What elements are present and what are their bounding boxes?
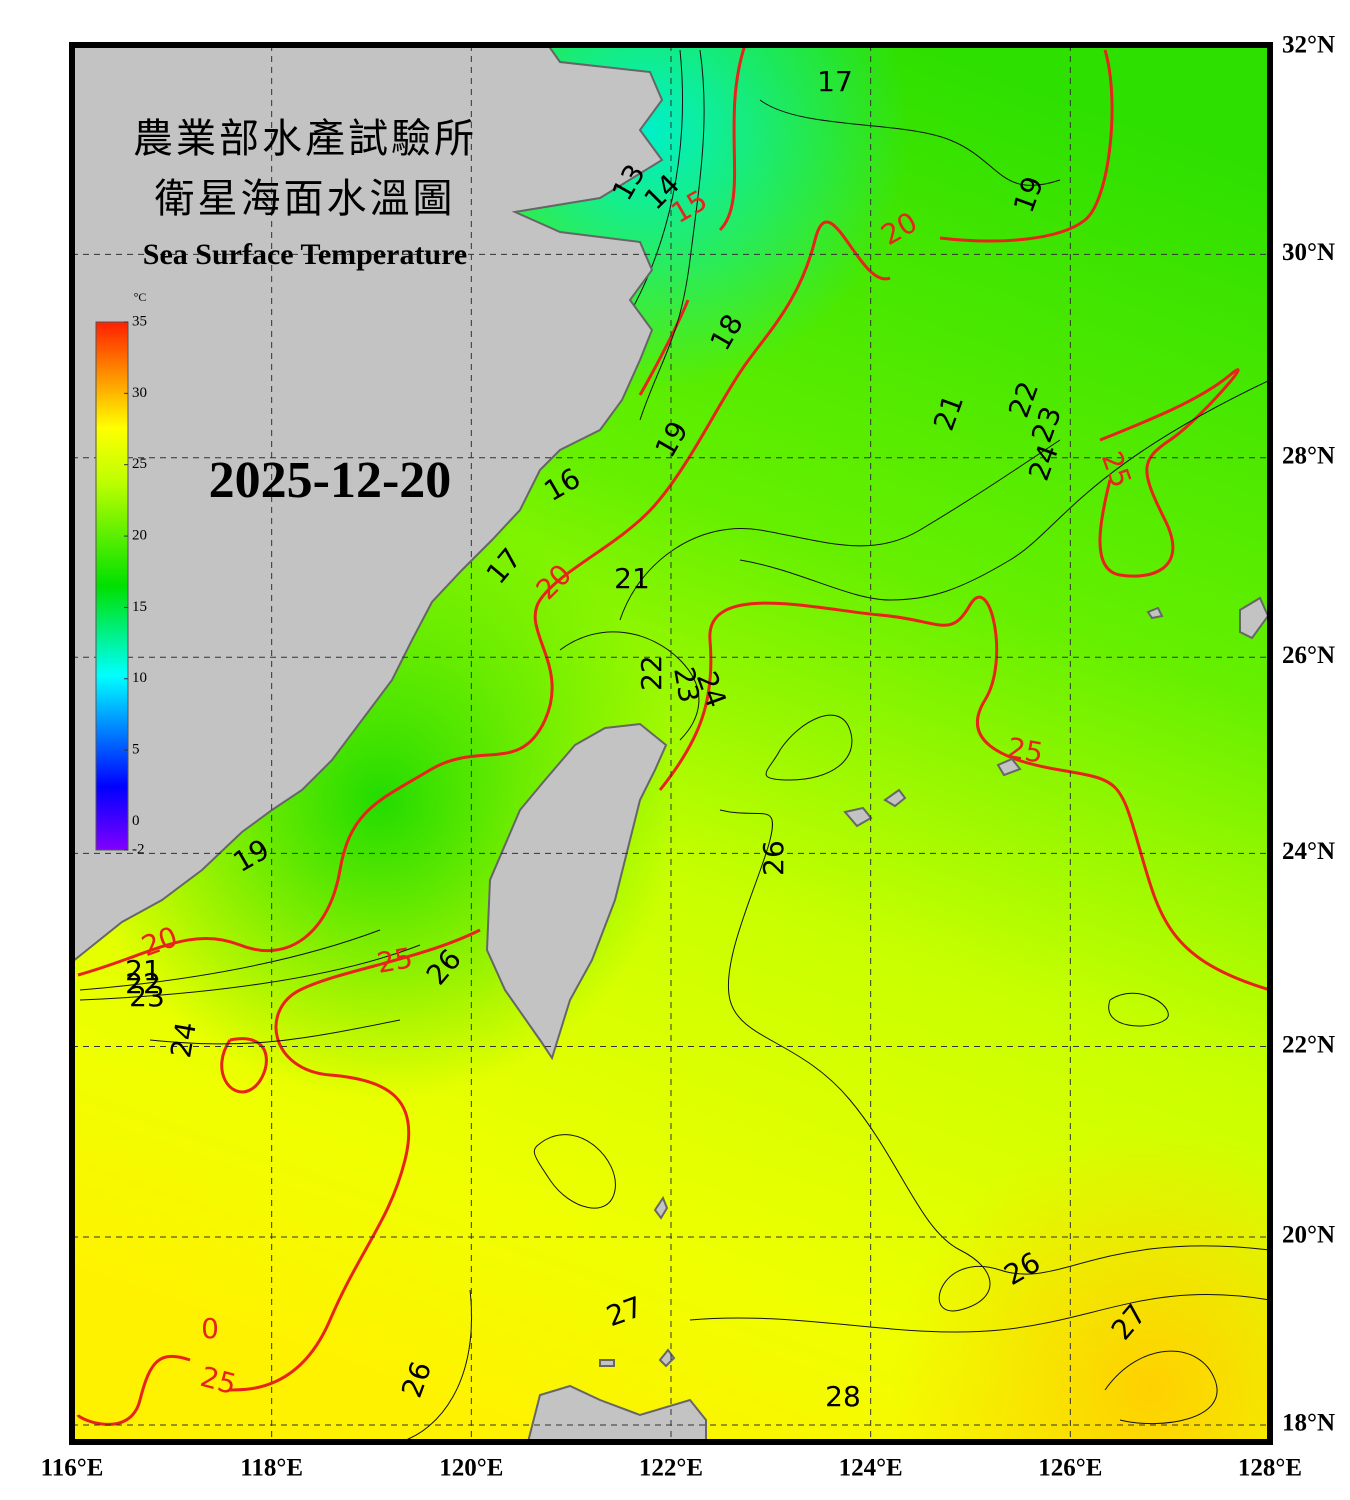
lat-label: 20°N: [1282, 1222, 1335, 1249]
colorbar-tick-label: 35: [132, 313, 147, 329]
lon-label: 116°E: [41, 1455, 104, 1482]
lat-label: 32°N: [1282, 32, 1335, 59]
lat-label: 24°N: [1282, 838, 1335, 865]
lat-label: 26°N: [1282, 642, 1335, 669]
title-zh: 農業部水產試驗所: [133, 116, 477, 161]
colorbar-tick-label: 20: [132, 527, 147, 543]
contour-label: 17: [817, 65, 853, 98]
contour-label: 28: [825, 1380, 861, 1413]
contour-label: 25: [1005, 731, 1046, 770]
colorbar-tick-label: 5: [132, 742, 140, 758]
contour-label: 23: [667, 664, 706, 705]
colorbar-tick-label: 0: [132, 813, 140, 829]
lat-label: 18°N: [1282, 1410, 1335, 1437]
colorbar-tick-label: 10: [132, 670, 147, 686]
lat-label: 22°N: [1282, 1031, 1335, 1058]
taiwan: [485, 722, 668, 1061]
colorbar-ticks: 35 30 25 20 15 10 5 0 -2: [124, 313, 147, 857]
contour-label: 21: [614, 562, 650, 595]
lon-label: 128°E: [1238, 1455, 1302, 1482]
graticule: [72, 45, 1270, 1442]
colorbar: [95, 321, 129, 851]
colorbar-tick-label: 15: [132, 599, 147, 615]
contour-label: 0: [201, 1312, 219, 1345]
contour-label: 22: [635, 655, 668, 691]
date: 2025-12-20: [209, 452, 452, 509]
lon-label: 118°E: [240, 1455, 303, 1482]
colorbar-tick-label: 25: [132, 456, 147, 472]
contour-label: 25: [374, 941, 415, 980]
china-coast: [72, 45, 664, 964]
contour-label: 24: [164, 1019, 203, 1060]
lon-label: 122°E: [639, 1455, 703, 1482]
lon-label: 124°E: [839, 1455, 903, 1482]
lat-label: 30°N: [1282, 239, 1335, 266]
contour-label: 23: [129, 980, 165, 1013]
title-en: Sea Surface Temperature: [143, 238, 467, 271]
lon-label: 120°E: [439, 1455, 503, 1482]
map-frame: [69, 42, 1273, 1445]
colorbar-tick-label: -2: [132, 841, 145, 857]
luzon: [526, 1384, 707, 1442]
axis-labels: 116°E 118°E 120°E 122°E 124°E 126°E 128°E 18°N 2…: [41, 32, 1335, 1482]
contour-label: 26: [757, 840, 790, 876]
colorbar-unit: °C: [134, 290, 147, 304]
land: [72, 45, 1270, 1442]
contours: [76, 45, 1270, 1442]
contour-label: 21: [125, 954, 161, 987]
colorbar-tick-label: 30: [132, 385, 147, 401]
lon-label: 126°E: [1038, 1455, 1102, 1482]
subtitle-zh: 衛星海面水溫圖: [155, 176, 456, 221]
contour-label: 22: [125, 967, 161, 1000]
lat-label: 28°N: [1282, 442, 1335, 469]
